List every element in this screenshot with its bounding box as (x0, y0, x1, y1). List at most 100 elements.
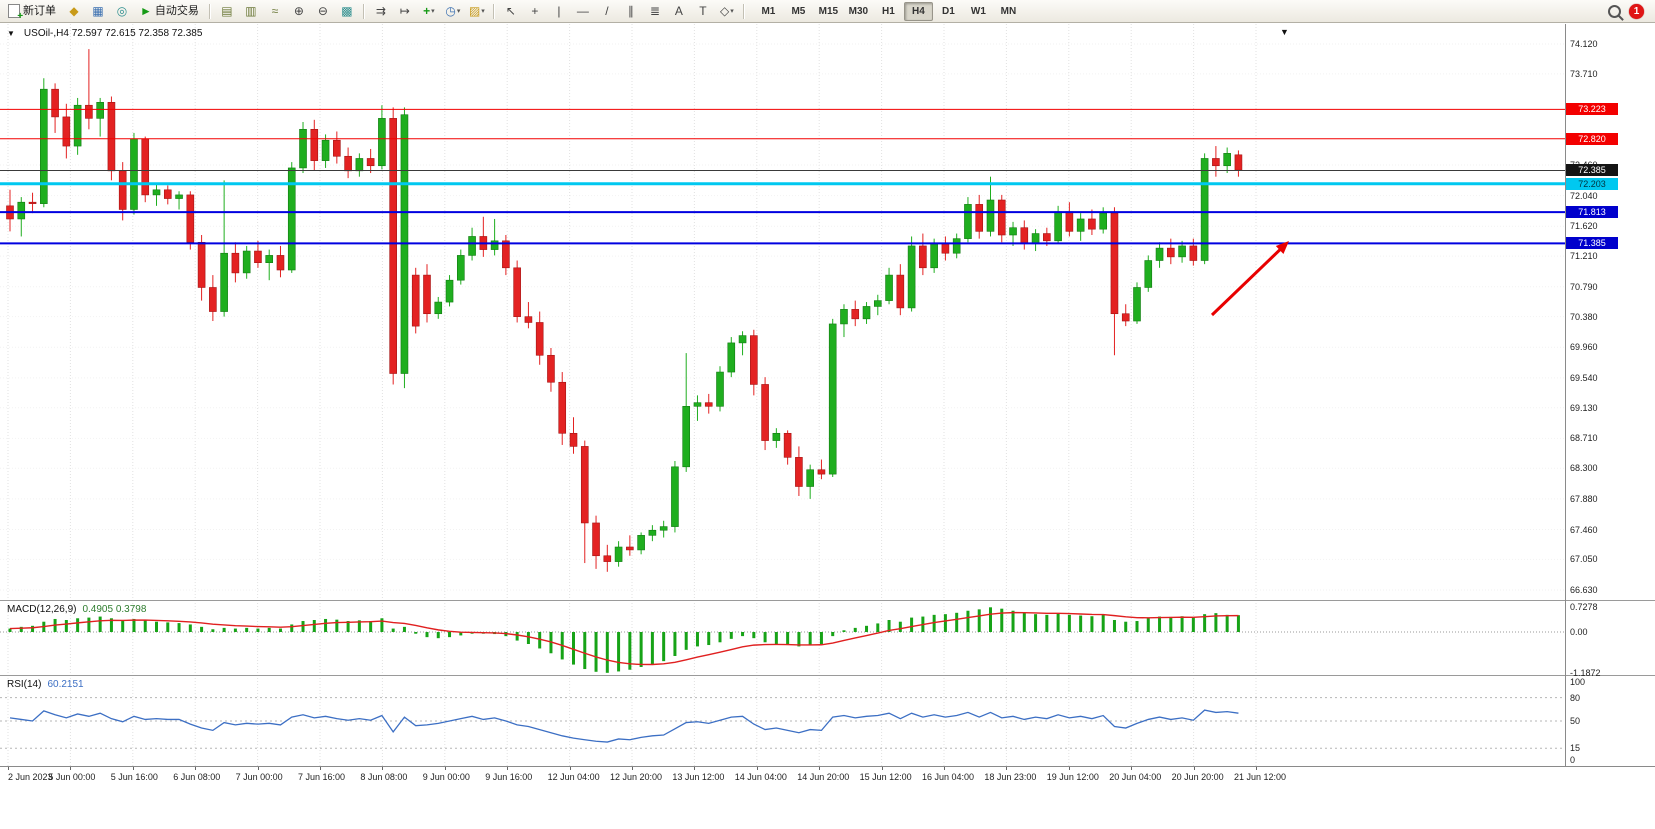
new-order-button[interactable]: 新订单 (3, 2, 61, 22)
macd-label: MACD(12,26,9) (7, 604, 77, 615)
timeframe-group: M1 M5 M15 M30 H1 H4 D1 W1 MN (754, 1, 1023, 21)
rsi-label: RSI(14) (7, 679, 42, 690)
grid-icon[interactable]: ▩ (341, 4, 353, 18)
price-label: 71.210 (1570, 251, 1598, 262)
price-axis[interactable]: 74.12073.71072.46072.04071.62071.21070.7… (1565, 24, 1655, 766)
time-tick (756, 767, 758, 770)
time-tick (1256, 767, 1257, 770)
time-tick (507, 767, 509, 770)
periods-button[interactable]: ◷ ▾ (442, 2, 464, 20)
time-tick (257, 767, 259, 770)
timeframe-button-m1[interactable]: M1 (761, 5, 776, 17)
crosshair-icon[interactable]: + (531, 4, 539, 18)
time-tick (819, 767, 821, 770)
templates-button[interactable]: ▨ ▾ (466, 2, 488, 20)
candlestick-chart-icon[interactable]: ▥ (245, 4, 257, 18)
toolbar-separator (208, 3, 211, 19)
rsi-axis-label: 100 (1570, 677, 1586, 687)
toolbar: 新订单 ◆ ▦ ◎ ► 自动交易 ▤ ▥ ≈ ⊕ ⊖ ▩ ⇉ ↦ + ▾ ◷ ▾… (0, 0, 1655, 23)
cursor-icon[interactable]: ↖ (505, 4, 516, 18)
clock-icon: ◷ (445, 4, 456, 18)
timeframe-button-mn[interactable]: MN (1000, 5, 1017, 17)
panel-splitter[interactable] (0, 675, 1655, 676)
annotation-arrow (1210, 246, 1284, 317)
panel-splitter[interactable] (0, 600, 1655, 601)
time-label: 7 Jun 16:00 (298, 772, 346, 782)
shapes-button[interactable]: ◇ ▾ (716, 2, 738, 20)
zoom-out-icon[interactable]: ⊖ (317, 4, 328, 18)
timeframe-button-d1[interactable]: D1 (941, 5, 955, 17)
time-label: 20 Jun 04:00 (1109, 772, 1162, 782)
chevron-down-icon: ▾ (730, 7, 734, 15)
notification-badge[interactable]: 1 (1629, 3, 1644, 19)
time-tick (1131, 767, 1133, 770)
time-tick (1193, 767, 1195, 770)
time-tick (1006, 767, 1008, 770)
time-label: 20 Jun 20:00 (1171, 772, 1224, 782)
timeframe-button-m5[interactable]: M5 (791, 5, 806, 17)
time-label: 9 Jun 16:00 (485, 772, 533, 782)
auto-trading-button[interactable]: ► 自动交易 (135, 2, 204, 20)
time-label: 15 Jun 12:00 (859, 772, 912, 782)
market-watch-icon[interactable]: ◆ (69, 4, 79, 18)
timeframe-button-w1[interactable]: W1 (970, 5, 986, 17)
timeframe-button-h1[interactable]: H1 (881, 5, 895, 17)
vertical-line-icon[interactable]: | (557, 4, 561, 18)
zoom-in-icon[interactable]: ⊕ (293, 4, 304, 18)
rsi-value: 60.2151 (47, 679, 84, 690)
time-label: 5 Jun 16:00 (110, 772, 158, 782)
auto-scroll-icon[interactable]: ⇉ (375, 4, 386, 18)
time-label: 21 Jun 12:00 (1234, 772, 1287, 782)
indicators-button[interactable]: + ▾ (418, 2, 440, 20)
time-tick (195, 767, 197, 770)
price-label: 68.300 (1570, 463, 1598, 474)
chart-title-text: USOil-,H4 72.597 72.615 72.358 72.385 (23, 28, 203, 39)
trendline-icon[interactable]: / (605, 4, 609, 18)
navigator-icon[interactable]: ◎ (116, 4, 128, 18)
time-tick (569, 767, 571, 770)
chart-canvas[interactable] (0, 24, 1565, 766)
timeframe-button-h4[interactable]: H4 (903, 1, 933, 21)
price-tag: 72.820 (1566, 132, 1618, 145)
time-label: 14 Jun 20:00 (797, 772, 850, 782)
toolbar-right-group: 1 (1608, 3, 1652, 19)
fibonacci-icon[interactable]: ≣ (649, 4, 660, 18)
time-tick (8, 767, 9, 770)
timeframe-button-m30[interactable]: M30 (848, 5, 869, 17)
time-label: 14 Jun 04:00 (734, 772, 787, 782)
macd-axis-label: 0.00 (1570, 627, 1588, 637)
time-tick (382, 767, 384, 770)
label-tool-icon[interactable]: T (699, 4, 707, 18)
macd-axis-label: -1.1872 (1570, 667, 1601, 678)
time-label: 12 Jun 04:00 (547, 772, 600, 782)
bar-chart-icon[interactable]: ▤ (221, 4, 233, 18)
price-label: 70.380 (1570, 311, 1598, 322)
time-label: 13 Jun 12:00 (672, 772, 725, 782)
channel-icon[interactable]: ∥ (627, 4, 634, 18)
rsi-line (9, 709, 1239, 743)
search-icon[interactable] (1608, 4, 1621, 18)
price-tag: 72.203 (1566, 177, 1618, 190)
macd-panel-title: MACD(12,26,9) 0.4905 0.3798 (7, 604, 146, 615)
time-label: 6 Jun 08:00 (173, 772, 221, 782)
horizontal-line-icon[interactable]: — (576, 4, 589, 18)
price-tag: 71.813 (1566, 206, 1618, 219)
time-label: 7 Jun 00:00 (235, 772, 283, 782)
new-order-label: 新订单 (23, 4, 56, 17)
toolbar-separator (492, 3, 495, 19)
time-label: 9 Jun 00:00 (422, 772, 470, 782)
price-label: 66.630 (1570, 585, 1598, 596)
symbol-dropdown-icon[interactable]: ▼ (7, 29, 15, 38)
time-tick (694, 767, 696, 770)
price-label: 67.050 (1570, 554, 1598, 565)
rsi-axis-label: 0 (1570, 755, 1576, 765)
data-window-icon[interactable]: ▦ (92, 4, 104, 18)
timeframe-button-m15[interactable]: M15 (818, 5, 839, 17)
rsi-axis-label: 15 (1570, 743, 1581, 754)
price-label: 72.040 (1570, 190, 1598, 201)
chart-shift-icon[interactable]: ↦ (399, 4, 410, 18)
line-chart-icon[interactable]: ≈ (271, 4, 279, 18)
time-axis[interactable]: 2 Jun 2023 5 Jun 00:00 5 Jun 16:00 6 Jun 08… (0, 766, 1655, 787)
text-tool-icon[interactable]: A (674, 4, 683, 18)
price-label: 70.790 (1570, 281, 1598, 292)
